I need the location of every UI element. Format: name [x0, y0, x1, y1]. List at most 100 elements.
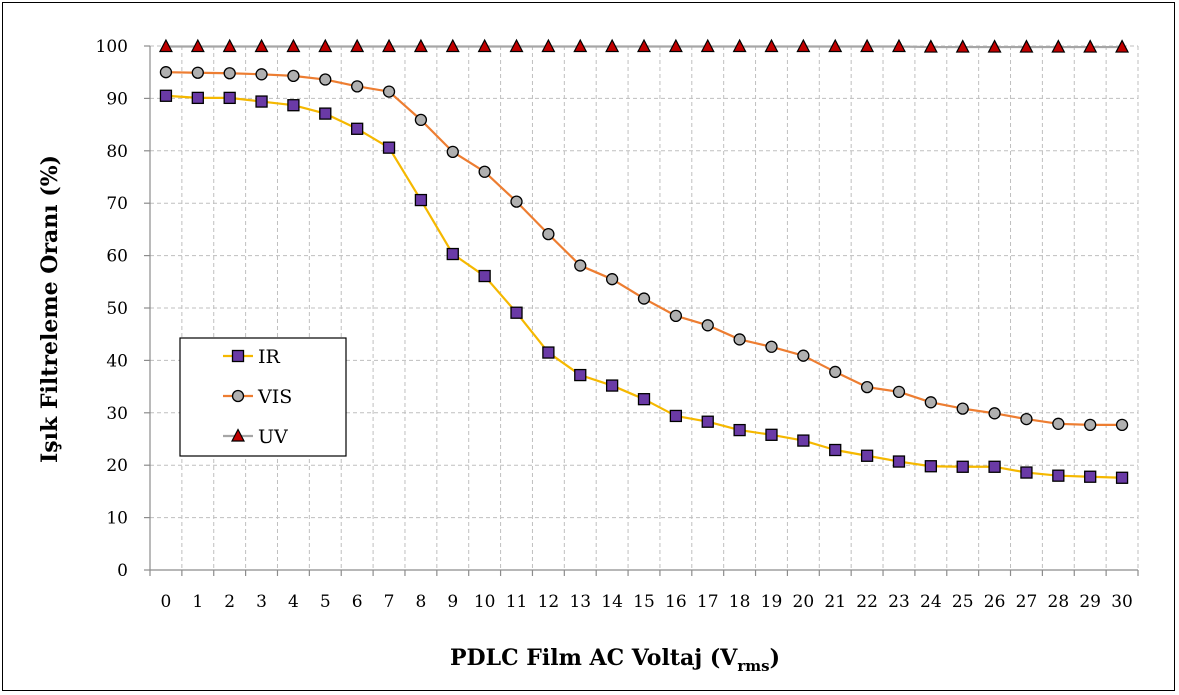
data-point-ir	[446, 247, 459, 261]
data-point-uv	[350, 38, 365, 53]
data-point-ir	[191, 91, 204, 105]
grid	[150, 45, 1139, 570]
data-point-vis	[1084, 418, 1097, 432]
data-point-ir	[510, 306, 523, 319]
data-point-vis	[701, 319, 714, 332]
data-point-uv	[987, 39, 1002, 53]
data-point-ir	[287, 99, 300, 112]
data-point-ir	[797, 434, 810, 447]
data-point-ir	[765, 428, 778, 441]
x-tick-label: 21	[824, 592, 846, 612]
x-tick-label: 27	[1016, 592, 1038, 612]
data-point-ir	[860, 449, 874, 462]
data-point-ir	[701, 415, 714, 428]
y-tick-label: 10	[106, 509, 128, 529]
data-point-vis	[542, 227, 555, 241]
legend-box	[179, 337, 347, 457]
data-point-vis	[637, 292, 651, 305]
data-point-uv	[828, 38, 843, 53]
data-point-uv	[573, 38, 588, 53]
data-point-vis	[605, 273, 619, 286]
x-tick-label: 10	[474, 592, 496, 612]
data-point-ir	[414, 193, 428, 207]
data-point-vis	[191, 66, 204, 79]
data-point-ir	[382, 141, 396, 154]
data-point-vis	[829, 365, 842, 379]
y-tick-labels: 0 10 20 30 40 50 60 70 80 90 100	[96, 37, 128, 581]
data-point-vis	[1052, 417, 1065, 430]
data-point-ir	[669, 409, 683, 423]
data-point-ir	[319, 107, 332, 120]
x-tick-label: 4	[288, 592, 299, 612]
data-point-ir	[829, 443, 842, 457]
data-point-ir	[733, 423, 746, 437]
legend-marker-vis	[231, 389, 245, 403]
data-point-uv	[318, 38, 333, 53]
data-point-uv	[541, 38, 556, 53]
data-point-vis	[414, 113, 428, 127]
x-tick-label: 12	[538, 592, 560, 612]
legend-label-vis: VIS	[257, 386, 292, 408]
x-axis-title-subscript: rms	[737, 657, 769, 675]
data-point-uv	[286, 38, 301, 53]
x-tick-label: 24	[920, 592, 942, 612]
x-tick-label: 8	[415, 592, 426, 612]
data-point-ir	[1052, 469, 1065, 482]
x-tick-label: 16	[665, 592, 687, 612]
series-layer	[158, 38, 1130, 484]
data-point-vis	[255, 68, 268, 81]
y-tick-label: 80	[106, 142, 128, 162]
data-point-uv	[923, 39, 938, 53]
x-axis-title-main: PDLC Film AC Voltaj (V	[450, 645, 738, 671]
data-point-uv	[254, 38, 269, 53]
data-point-uv	[509, 38, 524, 53]
x-tick-label: 20	[793, 592, 815, 612]
data-point-uv	[413, 38, 428, 53]
x-tick-label: 3	[256, 592, 267, 612]
y-tick-label: 40	[106, 351, 128, 371]
data-point-ir	[1084, 470, 1097, 483]
x-tick-label: 17	[697, 592, 719, 612]
data-point-vis	[287, 69, 300, 83]
axes	[144, 45, 1139, 576]
data-point-uv	[605, 38, 620, 53]
x-tick-label: 1	[192, 592, 203, 612]
x-tick-label: 25	[952, 592, 974, 612]
data-point-vis	[988, 407, 1001, 420]
data-point-uv	[891, 38, 906, 53]
x-tick-label: 9	[447, 592, 458, 612]
x-tick-label: 28	[1048, 592, 1070, 612]
data-point-uv	[668, 38, 683, 53]
x-tick-label: 18	[729, 592, 751, 612]
y-tick-label: 30	[106, 404, 128, 424]
x-axis-title: PDLC Film AC Voltaj (Vrms)	[450, 645, 780, 675]
data-point-vis	[1020, 412, 1033, 426]
x-tick-label: 14	[601, 592, 623, 612]
legend-label-ir: IR	[258, 346, 281, 368]
y-axis-title: Işık Filtreleme Oranı (%)	[37, 155, 63, 463]
data-point-uv	[732, 38, 747, 53]
data-point-vis	[860, 380, 874, 394]
x-tick-label: 22	[856, 592, 878, 612]
y-tick-label: 60	[106, 247, 128, 267]
data-point-ir	[478, 269, 491, 283]
x-tick-label: 23	[888, 592, 910, 612]
data-point-uv	[796, 38, 811, 53]
data-point-uv	[1083, 39, 1098, 53]
data-point-vis	[223, 67, 236, 80]
legend-marker-ir	[231, 349, 245, 363]
data-point-uv	[222, 38, 237, 53]
data-point-ir	[351, 122, 364, 135]
data-point-ir	[542, 346, 555, 359]
data-point-ir	[223, 91, 236, 105]
data-point-ir	[988, 460, 1001, 473]
data-point-uv	[1115, 39, 1130, 53]
x-tick-label: 6	[352, 592, 363, 612]
data-point-vis	[765, 340, 778, 353]
data-point-uv	[445, 38, 460, 53]
data-point-vis	[733, 333, 746, 346]
x-axis-title-end: )	[770, 645, 780, 671]
x-tick-label: 13	[569, 592, 591, 612]
legend-marker-uv	[231, 428, 245, 442]
y-tick-label: 100	[96, 37, 128, 57]
